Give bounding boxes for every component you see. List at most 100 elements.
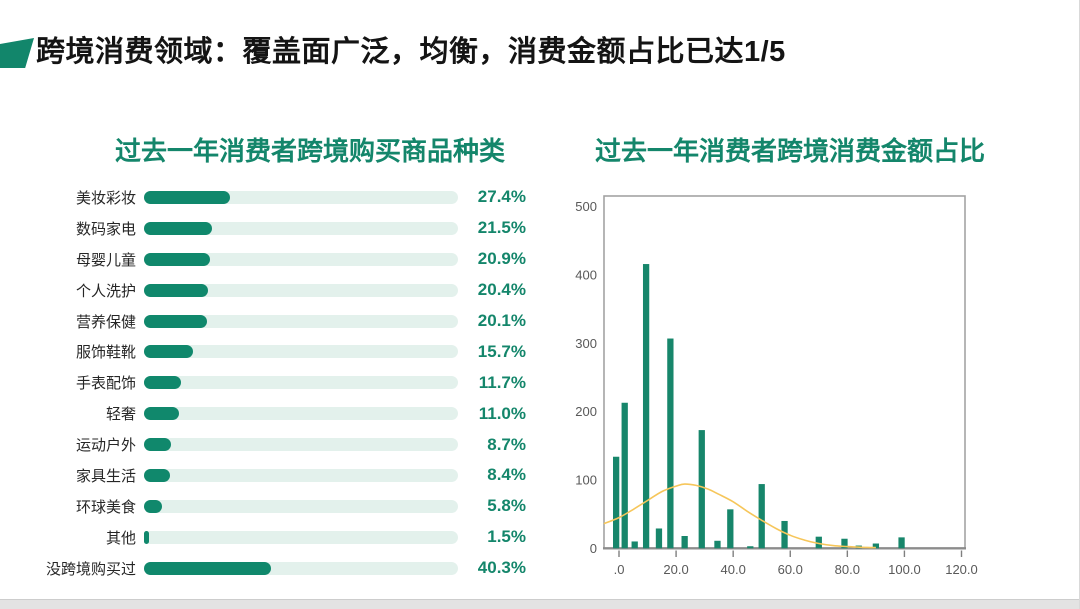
category-bar-fill	[144, 499, 163, 513]
histogram-bar	[758, 484, 765, 549]
category-bar-track	[144, 561, 458, 575]
category-bar-fill	[144, 561, 271, 575]
x-tick-label: 100.0	[888, 562, 921, 577]
category-bar-track	[144, 376, 458, 390]
category-bar-track	[144, 252, 458, 266]
category-label: 美妆彩妆	[75, 189, 136, 207]
category-row: 美妆彩妆 27.4%	[40, 182, 526, 213]
category-bar-track	[144, 314, 458, 328]
histogram-bar	[631, 541, 638, 549]
category-bar-fill	[144, 345, 194, 359]
category-row: 服饰鞋靴 15.7%	[40, 336, 526, 367]
category-label: 手表配饰	[75, 375, 136, 393]
category-bar-fill	[144, 314, 208, 328]
category-bar-track	[144, 283, 458, 297]
category-row: 其他 1.5%	[40, 522, 526, 553]
histogram-bar	[698, 430, 705, 549]
category-value: 11.0%	[478, 403, 526, 423]
y-tick-label: 500	[575, 199, 597, 214]
category-label: 环球美食	[75, 498, 136, 516]
category-row: 数码家电 21.5%	[40, 213, 526, 244]
category-label: 营养保健	[75, 313, 136, 331]
histogram-bar	[681, 536, 688, 549]
x-tick-label: 120.0	[945, 562, 978, 577]
histogram-bar	[841, 538, 848, 549]
category-bar-chart: 美妆彩妆 27.4% 数码家电 21.5% 母婴儿童 20.9% 个人洗护 20.4% 营养保健…	[40, 182, 526, 584]
histogram-title: 过去一年消费者跨境消费金额占比	[594, 136, 985, 166]
histogram-bar	[621, 402, 628, 549]
y-tick-label: 100	[575, 472, 597, 487]
category-value: 20.9%	[477, 249, 526, 269]
category-bar-track	[144, 407, 458, 421]
category-value: 27.4%	[477, 187, 526, 207]
category-bar-fill	[144, 283, 209, 297]
category-row: 没跨境购买过 40.3%	[40, 553, 526, 584]
category-bar-fill	[144, 438, 172, 452]
category-bar-track	[144, 221, 458, 235]
category-bar-fill	[144, 407, 179, 421]
title-accent-shape	[0, 38, 34, 68]
category-value: 8.7%	[487, 434, 526, 454]
category-bar-track	[144, 438, 458, 452]
category-bar-fill	[144, 252, 210, 266]
category-bar-track	[144, 345, 458, 359]
category-bar-fill	[144, 468, 171, 482]
histogram-bar	[655, 528, 663, 549]
category-value: 21.5%	[477, 218, 526, 238]
x-tick-label: 60.0	[778, 562, 803, 577]
category-label: 家具生活	[75, 467, 136, 485]
category-value: 20.1%	[477, 311, 526, 330]
fit-curve	[603, 483, 876, 549]
category-bar-fill	[144, 221, 212, 235]
category-row: 环球美食 5.8%	[40, 491, 526, 522]
histogram-bar	[898, 537, 905, 549]
category-label: 运动户外	[75, 437, 136, 455]
category-label: 个人洗护	[75, 282, 136, 300]
histogram-svg: 0 100 200 300 400 500 .0 20.0 40.0 60.0 80.0 100.0 1…	[575, 195, 978, 577]
category-value: 11.7%	[478, 372, 526, 392]
histogram-bar	[642, 264, 650, 549]
slide-title: 跨境消费领域：覆盖面广泛，均衡，消费金额占比已达1/5	[36, 36, 786, 68]
category-bar-track	[144, 499, 458, 513]
category-value: 5.8%	[487, 496, 526, 516]
y-tick-label: 200	[575, 404, 597, 419]
histogram-chart: 0 100 200 300 400 500 .0 20.0 40.0 60.0 80.0 100.0 1…	[545, 185, 985, 595]
x-tick-label: 80.0	[835, 562, 860, 577]
category-row: 轻奢 11.0%	[40, 398, 526, 429]
category-label: 服饰鞋靴	[75, 344, 136, 362]
histogram-bar	[613, 456, 620, 549]
y-tick-label: 300	[575, 336, 597, 351]
category-value: 20.4%	[477, 280, 526, 300]
category-row: 营养保健 20.1%	[40, 306, 526, 337]
category-bar-fill	[144, 530, 149, 544]
category-value: 15.7%	[477, 341, 526, 361]
category-label: 数码家电	[75, 220, 136, 238]
histogram-bar	[781, 520, 788, 549]
histogram-bar	[747, 546, 754, 549]
y-tick-label: 400	[575, 267, 597, 282]
histogram-bar	[727, 509, 734, 549]
histogram-bar	[872, 543, 880, 549]
x-tick-label: 40.0	[721, 562, 746, 577]
histogram-bar	[815, 536, 822, 549]
y-tick-label: 0	[590, 541, 597, 556]
category-bar-track	[144, 190, 458, 204]
category-bar-fill	[144, 190, 231, 204]
category-row: 运动户外 8.7%	[40, 429, 526, 460]
category-label: 其他	[105, 529, 136, 547]
category-value: 1.5%	[487, 527, 526, 547]
category-row: 母婴儿童 20.9%	[40, 244, 526, 275]
slide-bottom-strip	[0, 599, 1079, 609]
histogram-bar	[667, 338, 674, 549]
category-bar-track	[144, 530, 458, 544]
histogram-bar	[714, 540, 721, 549]
x-tick-label: 20.0	[663, 562, 688, 577]
category-label: 轻奢	[105, 406, 136, 424]
bar-chart-title: 过去一年消费者跨境购买商品种类	[114, 136, 505, 166]
category-label: 母婴儿童	[75, 251, 136, 269]
category-label: 没跨境购买过	[45, 560, 136, 578]
category-row: 手表配饰 11.7%	[40, 367, 526, 398]
category-value: 8.4%	[487, 465, 526, 485]
x-tick-label: .0	[614, 562, 625, 577]
